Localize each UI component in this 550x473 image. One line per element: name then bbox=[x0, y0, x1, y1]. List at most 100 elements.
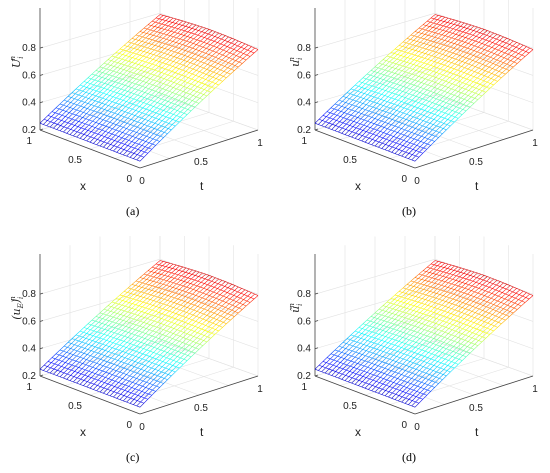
surface-line bbox=[225, 35, 229, 38]
surface-line bbox=[471, 91, 476, 94]
surface-line bbox=[413, 59, 418, 62]
surface-line bbox=[159, 351, 165, 356]
surface-line bbox=[155, 65, 159, 67]
surface-line bbox=[188, 289, 194, 294]
surface-line bbox=[123, 74, 127, 76]
surface-line bbox=[328, 118, 334, 124]
surface-line bbox=[482, 38, 486, 41]
surface-line bbox=[380, 131, 384, 133]
surface-line bbox=[358, 130, 364, 135]
surface-line bbox=[417, 81, 422, 83]
surface-line bbox=[350, 89, 355, 94]
surface-line bbox=[190, 352, 196, 357]
surface-line bbox=[159, 261, 164, 266]
surface-line bbox=[418, 125, 423, 130]
surface-line bbox=[85, 365, 90, 371]
surface-line bbox=[475, 66, 479, 69]
surface-line bbox=[137, 149, 142, 151]
surface-line bbox=[81, 123, 86, 129]
surface-line bbox=[164, 342, 169, 347]
surface-line bbox=[223, 72, 228, 77]
surface-line bbox=[202, 46, 207, 49]
surface-line bbox=[166, 107, 171, 112]
surface-line bbox=[469, 76, 475, 81]
grid-line bbox=[39, 286, 161, 322]
surface-line bbox=[74, 371, 79, 373]
surface-line bbox=[117, 388, 122, 394]
surface-line bbox=[428, 50, 433, 55]
surface-line bbox=[222, 51, 227, 56]
surface-line bbox=[411, 123, 417, 128]
surface-line bbox=[187, 78, 192, 83]
surface-line bbox=[414, 138, 418, 141]
surface-line bbox=[223, 292, 228, 297]
surface-line bbox=[132, 299, 137, 304]
surface-line bbox=[364, 115, 369, 121]
surface-line bbox=[71, 118, 76, 121]
surface-line bbox=[344, 130, 350, 135]
surface-line bbox=[414, 106, 419, 109]
surface-line bbox=[65, 357, 70, 359]
surface-line bbox=[89, 114, 94, 117]
surface-line bbox=[59, 126, 65, 131]
surface-line bbox=[433, 41, 438, 44]
surface-line bbox=[159, 57, 164, 62]
surface-line bbox=[116, 370, 120, 373]
surface-line bbox=[422, 44, 427, 49]
surface-line bbox=[144, 46, 148, 49]
surface-line bbox=[120, 331, 126, 336]
surface-line bbox=[366, 104, 370, 107]
surface-line bbox=[115, 375, 120, 378]
surface-line bbox=[124, 358, 129, 364]
surface-line bbox=[133, 404, 137, 407]
surface-line bbox=[405, 119, 410, 121]
surface-line bbox=[470, 98, 475, 103]
surface-line bbox=[185, 45, 190, 48]
surface-line bbox=[91, 320, 96, 326]
surface-line bbox=[462, 36, 466, 38]
surface-line bbox=[117, 383, 123, 388]
surface-line bbox=[433, 124, 437, 127]
surface-line bbox=[154, 26, 158, 28]
surface-line bbox=[159, 15, 164, 20]
surface-line bbox=[200, 303, 206, 308]
surface-line bbox=[117, 365, 121, 368]
surface-line bbox=[175, 362, 181, 368]
surface-line bbox=[438, 133, 443, 138]
surface-line bbox=[121, 63, 125, 66]
surface-line bbox=[142, 52, 148, 57]
surface-line bbox=[136, 96, 142, 101]
surface-line bbox=[106, 336, 111, 341]
surface-line bbox=[118, 300, 123, 305]
surface-line bbox=[447, 66, 452, 68]
surface-line bbox=[146, 345, 152, 351]
surface-line bbox=[135, 54, 140, 59]
surface-line bbox=[422, 21, 428, 25]
surface-line bbox=[69, 134, 74, 137]
surface-line bbox=[147, 149, 152, 154]
surface-line bbox=[415, 155, 420, 158]
surface-line bbox=[434, 57, 439, 62]
surface-line bbox=[111, 80, 116, 83]
surface-line bbox=[147, 121, 152, 127]
surface-line bbox=[130, 124, 134, 127]
surface-line bbox=[73, 345, 79, 350]
surface-line bbox=[77, 131, 81, 134]
surface-line bbox=[455, 55, 460, 60]
surface-line bbox=[102, 335, 108, 340]
surface-line bbox=[147, 290, 152, 295]
surface-line bbox=[103, 383, 109, 389]
surface-line bbox=[116, 88, 122, 94]
surface-line bbox=[428, 106, 432, 109]
surface-line bbox=[63, 372, 68, 375]
surface-line bbox=[179, 89, 184, 92]
surface-line bbox=[149, 347, 155, 352]
surface-line bbox=[70, 129, 75, 131]
surface-line bbox=[215, 52, 220, 54]
surface-line bbox=[124, 307, 129, 312]
surface-line bbox=[398, 91, 403, 96]
surface-line bbox=[440, 94, 444, 97]
surface-line bbox=[194, 80, 199, 82]
surface-line bbox=[192, 91, 198, 96]
surface-line bbox=[148, 362, 153, 367]
